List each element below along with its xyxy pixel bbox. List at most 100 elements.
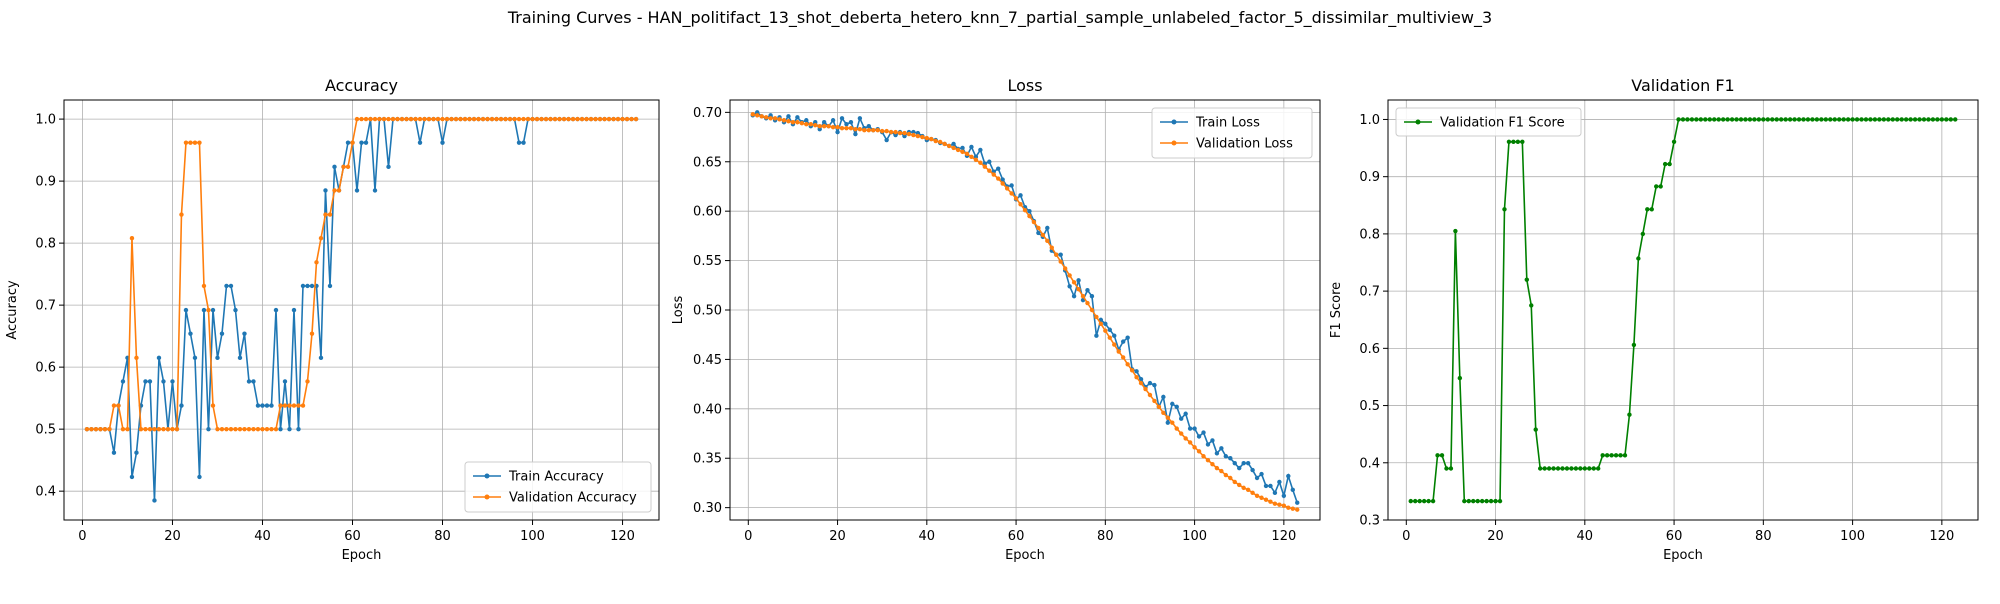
- data-point: [138, 426, 144, 432]
- data-point: [476, 116, 481, 122]
- data-point: [1179, 431, 1184, 436]
- data-point: [1582, 466, 1588, 471]
- data-point: [449, 116, 454, 122]
- data-point: [1098, 321, 1104, 327]
- data-point: [314, 260, 319, 265]
- data-point: [233, 307, 238, 313]
- data-point: [413, 116, 418, 122]
- data-point: [179, 212, 184, 217]
- y-axis-label: Loss: [671, 296, 686, 325]
- data-point: [1272, 501, 1278, 506]
- data-point: [938, 139, 943, 145]
- data-point: [192, 140, 198, 145]
- data-point: [1183, 411, 1188, 416]
- data-point: [260, 426, 265, 432]
- data-point: [629, 116, 634, 122]
- data-point: [309, 331, 315, 336]
- data-point: [291, 403, 297, 408]
- data-point: [1488, 498, 1494, 504]
- data-point: [332, 188, 337, 193]
- data-point: [1080, 293, 1086, 299]
- data-point: [584, 116, 589, 122]
- legend: Train Accuracy Validation Accuracy: [464, 461, 652, 513]
- data-point: [1533, 427, 1538, 432]
- data-point: [1712, 117, 1717, 122]
- data-point: [534, 116, 540, 122]
- data-point: [1765, 117, 1771, 122]
- y-axis-label: F1 Score: [1329, 282, 1344, 338]
- data-point: [946, 143, 952, 149]
- data-point: [1058, 252, 1063, 257]
- data-point: [273, 426, 279, 432]
- data-point: [853, 131, 858, 137]
- x-axis-label: Epoch: [1005, 548, 1045, 563]
- data-point: [1036, 230, 1041, 236]
- data-point: [1484, 498, 1489, 504]
- data-point: [165, 426, 171, 432]
- data-point: [1058, 259, 1063, 264]
- data-point: [1004, 186, 1010, 191]
- data-point: [1716, 117, 1721, 122]
- data-point: [156, 355, 162, 361]
- data-point: [327, 212, 333, 217]
- data-point: [1814, 117, 1820, 122]
- data-point: [1040, 232, 1046, 238]
- data-point: [996, 166, 1001, 171]
- data-point: [804, 118, 809, 123]
- data-point: [318, 355, 324, 361]
- data-point: [1729, 117, 1735, 122]
- data-point: [417, 140, 423, 145]
- data-point: [1027, 213, 1032, 219]
- data-point: [1045, 225, 1050, 231]
- data-point: [929, 136, 934, 142]
- data-point: [1792, 117, 1797, 122]
- data-point: [233, 426, 238, 432]
- data-point: [1921, 117, 1927, 122]
- data-point: [1850, 117, 1855, 122]
- data-point: [323, 188, 328, 193]
- data-point: [1201, 430, 1206, 435]
- data-point: [1537, 466, 1543, 471]
- data-point: [978, 160, 983, 165]
- data-point: [1000, 177, 1005, 182]
- data-point: [1125, 335, 1130, 340]
- data-point: [996, 176, 1001, 181]
- data-point: [1165, 415, 1171, 420]
- data-point: [1263, 497, 1269, 502]
- y-tick-label: 0.70: [693, 106, 722, 121]
- data-point: [1103, 328, 1108, 333]
- data-point: [1049, 245, 1054, 250]
- data-point: [552, 116, 558, 122]
- data-point: [215, 355, 220, 361]
- data-point: [593, 116, 598, 122]
- data-point: [372, 116, 378, 122]
- data-point: [471, 116, 477, 122]
- data-point: [579, 116, 585, 122]
- data-point: [964, 151, 970, 157]
- data-point: [1462, 498, 1467, 504]
- y-tick-label: 0.9: [1359, 170, 1380, 185]
- data-point: [1295, 507, 1300, 512]
- data-point: [143, 379, 148, 384]
- data-point: [480, 116, 486, 122]
- data-point: [354, 188, 360, 193]
- data-point: [1774, 117, 1779, 122]
- data-point: [215, 426, 220, 432]
- data-point: [242, 426, 247, 432]
- data-point: [1036, 225, 1041, 231]
- y-tick-label: 0.30: [693, 501, 722, 516]
- axes-frame: [63, 99, 660, 521]
- data-point: [1085, 300, 1090, 306]
- data-point: [1903, 117, 1909, 122]
- data-point: [853, 126, 858, 132]
- data-point: [170, 379, 175, 384]
- data-point: [440, 116, 445, 122]
- data-point: [1658, 184, 1663, 189]
- data-point: [539, 116, 544, 122]
- data-point: [422, 116, 427, 122]
- data-point: [1551, 466, 1556, 471]
- data-point: [309, 283, 315, 289]
- data-point: [790, 120, 796, 125]
- data-point: [1245, 487, 1251, 493]
